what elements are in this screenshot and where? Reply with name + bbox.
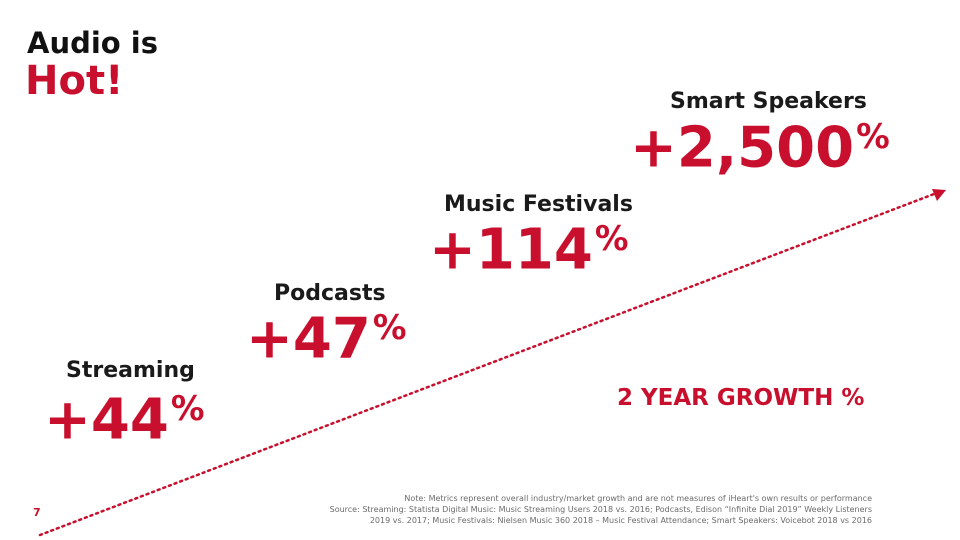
podcasts-label: Podcasts [274,281,386,306]
podcasts-value: +47 [246,306,371,372]
podcasts-stat: +47% [246,311,407,367]
slide-title: Audio is [27,26,159,60]
smart-speakers-unit: % [856,117,890,156]
streaming-stat: +44% [44,392,205,448]
music-festivals-stat: +114% [429,222,628,278]
footnote-note: Note: Metrics represent overall industry… [404,494,872,503]
smart-speakers-stat: +2,500% [630,120,890,176]
slide-title-emphasis: Hot! [25,58,124,104]
footnote-source: Source: Streaming: Statista Digital Musi… [329,505,872,525]
smart-speakers-label: Smart Speakers [670,89,867,114]
growth-caption: 2 YEAR GROWTH % [617,385,865,411]
music-festivals-value: +114 [429,217,593,283]
podcasts-unit: % [372,308,407,347]
smart-speakers-value: +2,500 [630,115,855,181]
music-festivals-unit: % [594,219,629,258]
streaming-value: +44 [44,387,169,453]
streaming-label: Streaming [66,358,195,383]
streaming-unit: % [170,389,205,428]
music-festivals-label: Music Festivals [444,192,633,217]
page-number: 7 [33,506,41,519]
footnote: Note: Metrics represent overall industry… [312,493,872,526]
